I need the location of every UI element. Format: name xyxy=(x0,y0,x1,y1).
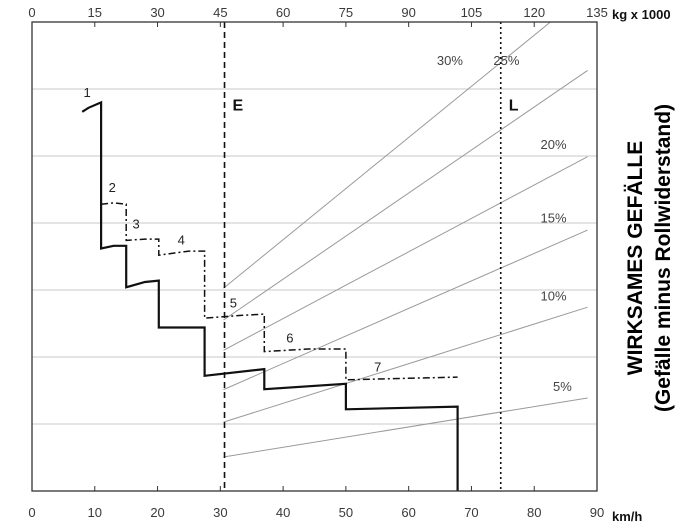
grade-line xyxy=(223,156,588,351)
grade-line xyxy=(223,70,588,321)
grade-line xyxy=(223,229,588,391)
gear-labels: 1 2 3 4 5 6 7 xyxy=(83,85,381,375)
top-tick-label: 60 xyxy=(276,5,290,20)
grade-label: 25% xyxy=(493,53,519,68)
bottom-axis: 0 10 20 30 40 50 60 70 80 90 xyxy=(28,486,604,520)
grade-label: 30% xyxy=(437,53,463,68)
vertical-markers xyxy=(223,22,502,491)
gear-label: 4 xyxy=(178,232,185,247)
solid-curve xyxy=(81,100,459,491)
bottom-tick-label: 90 xyxy=(590,505,604,520)
marker-label-E: E xyxy=(233,97,244,114)
top-axis-unit: kg x 1000 xyxy=(612,7,671,22)
top-tick-label: 120 xyxy=(523,5,545,20)
top-tick-label: 0 xyxy=(28,5,35,20)
bottom-tick-label: 20 xyxy=(150,505,164,520)
bottom-tick-label: 70 xyxy=(464,505,478,520)
gear-label: 3 xyxy=(132,216,139,231)
marker-label-L: L xyxy=(509,97,519,114)
gear-label: 1 xyxy=(83,85,90,100)
dash-dot-curve xyxy=(101,202,458,381)
gear-label: 7 xyxy=(374,360,381,375)
y-axis-title: WIRKSAMES GEFÄLLE xyxy=(624,141,647,376)
gear-label: 2 xyxy=(109,180,116,195)
grade-labels: 5% 10% 15% 20% 25% 30% xyxy=(437,53,572,394)
top-tick-label: 105 xyxy=(461,5,483,20)
bottom-tick-label: 50 xyxy=(339,505,353,520)
grade-label: 10% xyxy=(541,288,567,303)
bottom-tick-label: 0 xyxy=(28,505,35,520)
top-tick-label: 30 xyxy=(150,5,164,20)
bottom-tick-label: 60 xyxy=(401,505,415,520)
horizontal-gridlines xyxy=(32,88,597,425)
top-axis: 0 15 30 45 60 75 90 105 120 135 xyxy=(28,5,608,27)
top-tick-label: 90 xyxy=(401,5,415,20)
grade-label: 5% xyxy=(553,379,572,394)
bottom-axis-unit: km/h xyxy=(612,509,642,524)
grade-lines xyxy=(223,21,588,458)
grade-label: 20% xyxy=(541,137,567,152)
top-tick-label: 45 xyxy=(213,5,227,20)
top-tick-label: 135 xyxy=(586,5,608,20)
bottom-tick-label: 80 xyxy=(527,505,541,520)
bottom-tick-label: 40 xyxy=(276,505,290,520)
bottom-tick-label: 10 xyxy=(88,505,102,520)
grade-line xyxy=(223,306,588,423)
top-tick-label: 75 xyxy=(339,5,353,20)
top-tick-label: 15 xyxy=(88,5,102,20)
gear-label: 6 xyxy=(286,330,293,345)
grade-line xyxy=(223,397,588,458)
grade-label: 15% xyxy=(541,210,567,225)
y-axis-subtitle: (Gefälle minus Rollwiderstand) xyxy=(652,104,675,412)
plot-frame xyxy=(31,21,598,492)
gear-label: 5 xyxy=(230,295,237,310)
grade-line xyxy=(223,21,551,289)
gear-curves xyxy=(81,100,459,491)
bottom-tick-label: 30 xyxy=(213,505,227,520)
